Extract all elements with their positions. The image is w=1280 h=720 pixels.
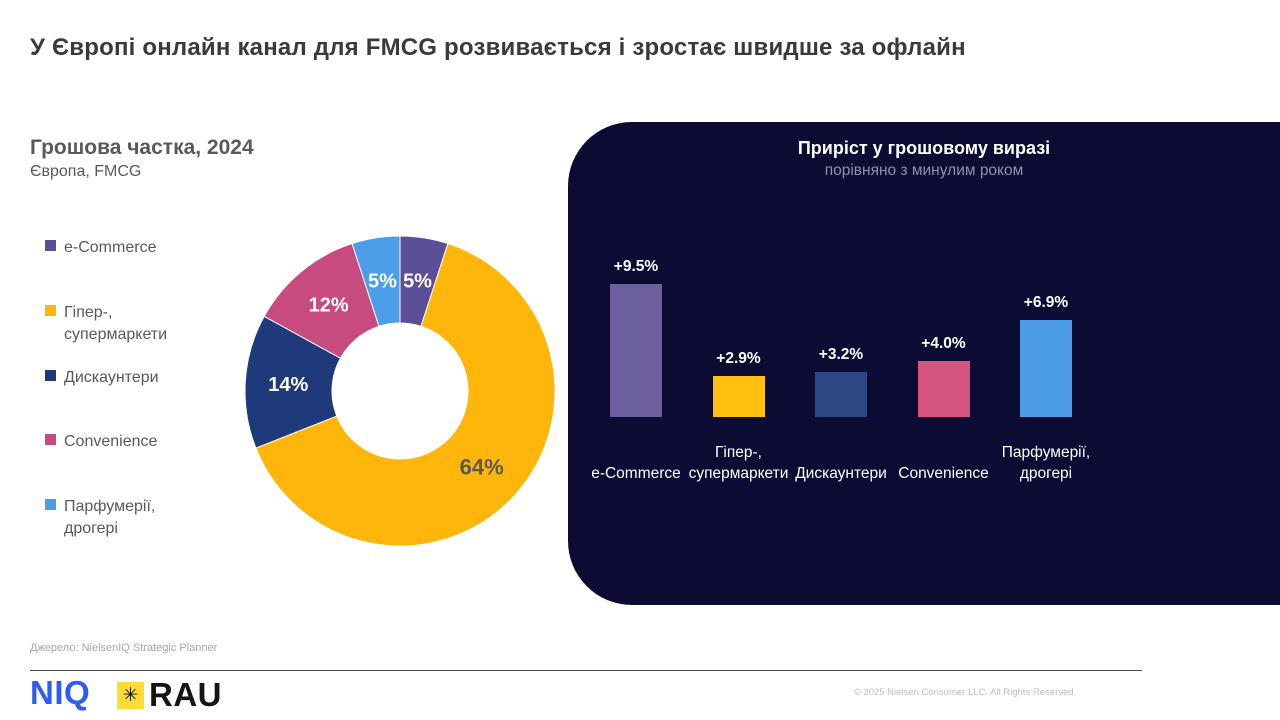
bar [610,284,662,417]
bar-category-label: Дискаунтери [795,465,887,483]
donut-legend: e-Commerce Гіпер-, супермаркети Дискаунтер… [0,0,230,720]
footer-divider [30,670,1142,671]
bar-value-label: +3.2% [818,346,864,364]
bar-value-label: +4.0% [921,335,966,352]
donut-chart-subtitle: Європа, FMCG [30,163,142,180]
legend-item: Парфумерії, дрогері [45,496,186,539]
legend-swatch [45,370,56,381]
legend-swatch [45,305,56,316]
donut-chart-title: Грошова частка, 2024 [30,136,254,159]
bar [917,361,970,417]
donut-segment [244,315,342,449]
donut-chart: 5% 64% 14% 12% 5% [244,235,556,547]
legend-label: Дискаунтери [64,369,159,386]
bar [1020,320,1072,417]
bar-chart: +9.5% e-Commerce +2.9% Гіпер-, супермаркети… [568,122,1280,605]
bar-category-label: Парфумерії, дрогері [1001,444,1091,483]
legend-item: Гіпер-, супермаркети [45,302,186,345]
donut-segment [351,235,401,327]
donut-segment-label: 5% [403,270,432,292]
bar-category-label: Гіпер-, супермаркети [688,444,789,483]
legend-label: Гіпер-, супермаркети [64,304,168,343]
legend-item: e-Commerce [45,237,186,259]
panel-title: Приріст у грошовому виразі [797,138,1051,158]
bar-category-label: e-Commerce [591,465,681,483]
donut-segment [255,242,556,547]
source-note: Джерело: NielsenIQ Strategic Planner [30,642,218,654]
rau-logo: ✳ RAU [117,676,222,714]
legend-item: Дискаунтери [45,367,186,389]
niq-logo: NIQ [30,674,91,711]
page-title: У Європі онлайн канал для FMCG розвиваєт… [30,34,966,62]
legend-item: Convenience [45,431,186,453]
rau-star-icon: ✳ [117,681,144,709]
bar [712,376,765,417]
donut-segment-label: 64% [460,455,504,480]
legend-label: Convenience [64,433,158,450]
donut-segment-label: 5% [368,270,397,292]
rau-logo-text: RAU [149,676,222,713]
legend-label: Парфумерії, дрогері [64,498,156,537]
panel-subtitle: порівняно з минулим роком [824,162,1024,179]
bar-category-label: Convenience [898,465,989,483]
legend-label: e-Commerce [64,239,157,256]
copyright-note: © 2025 Nielsen Consumer LLC. All Rights … [853,687,1077,698]
bar-value-label: +2.9% [716,350,761,368]
donut-segment-label: 14% [268,374,308,396]
donut-segment-label: 12% [309,295,349,317]
growth-panel: Приріст у грошовому виразі порівняно з м… [568,122,1280,605]
bar [815,372,867,417]
bar-value-label: +9.5% [613,258,659,275]
legend-swatch [45,434,56,445]
legend-swatch [45,499,56,510]
legend-swatch [45,240,56,251]
bar-value-label: +6.9% [1023,294,1069,312]
